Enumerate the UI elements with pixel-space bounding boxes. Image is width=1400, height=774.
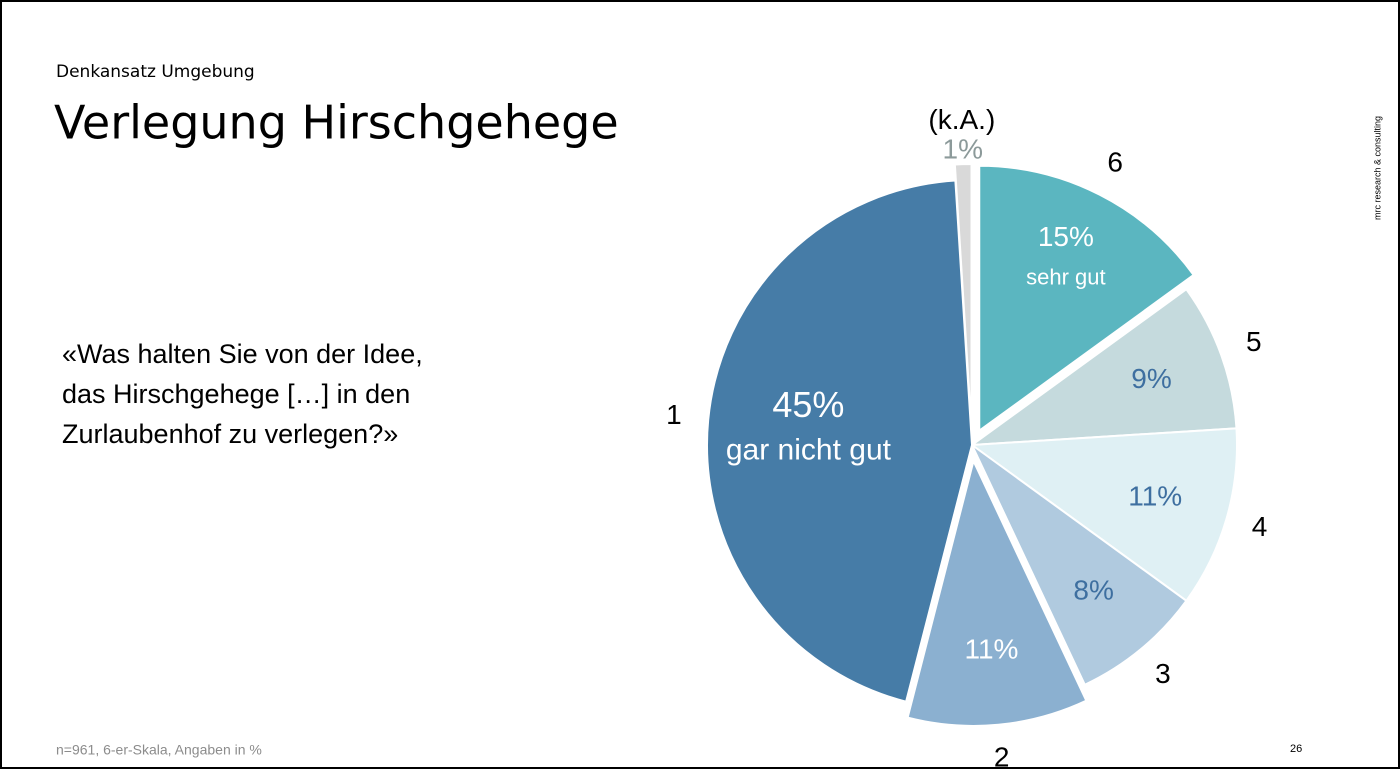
side-note: mrc research & consulting [1372, 116, 1382, 220]
title: Verlegung Hirschgehege [54, 96, 619, 150]
pie-slice [978, 164, 1196, 433]
value-label: 11% [964, 633, 1018, 664]
pie-chart: 6 15% sehr gut 5 9% 4 11% 3 8% 2 11% 1 45% gar nicht … [666, 104, 1268, 772]
value-label: 8% [1073, 574, 1113, 605]
value-label: 1% [943, 133, 983, 164]
category-label: 4 [1252, 511, 1268, 542]
slice-description: sehr gut [1026, 265, 1106, 290]
kicker: Denkansatz Umgebung [56, 62, 255, 82]
slice-description: gar nicht gut [726, 433, 892, 466]
pie-slice [706, 179, 974, 703]
category-label: 2 [994, 741, 1010, 769]
question-line: Zurlaubenhof zu verlegen?» [62, 419, 398, 449]
question-line: «Was halten Sie von der Idee, [62, 339, 423, 369]
footnote: n=961, 6-er-Skala, Angaben in % [56, 742, 262, 758]
category-label: 1 [666, 399, 682, 430]
value-label: 45% [772, 384, 844, 425]
page-number: 26 [1290, 743, 1302, 755]
pie-slice [969, 427, 1238, 603]
value-label: 15% [1038, 221, 1094, 252]
value-label: 11% [1128, 481, 1182, 512]
question-line: das Hirschgehege […] in den [62, 379, 410, 409]
pie-slice [953, 163, 973, 430]
pie-slice [906, 457, 1088, 727]
pie-slice [968, 287, 1238, 447]
pie-slice [971, 444, 1188, 687]
category-label: 6 [1107, 146, 1123, 177]
category-label: 3 [1155, 658, 1171, 689]
category-label: 5 [1246, 326, 1262, 357]
value-label: 9% [1131, 363, 1171, 394]
category-label: (k.A.) [928, 104, 995, 135]
